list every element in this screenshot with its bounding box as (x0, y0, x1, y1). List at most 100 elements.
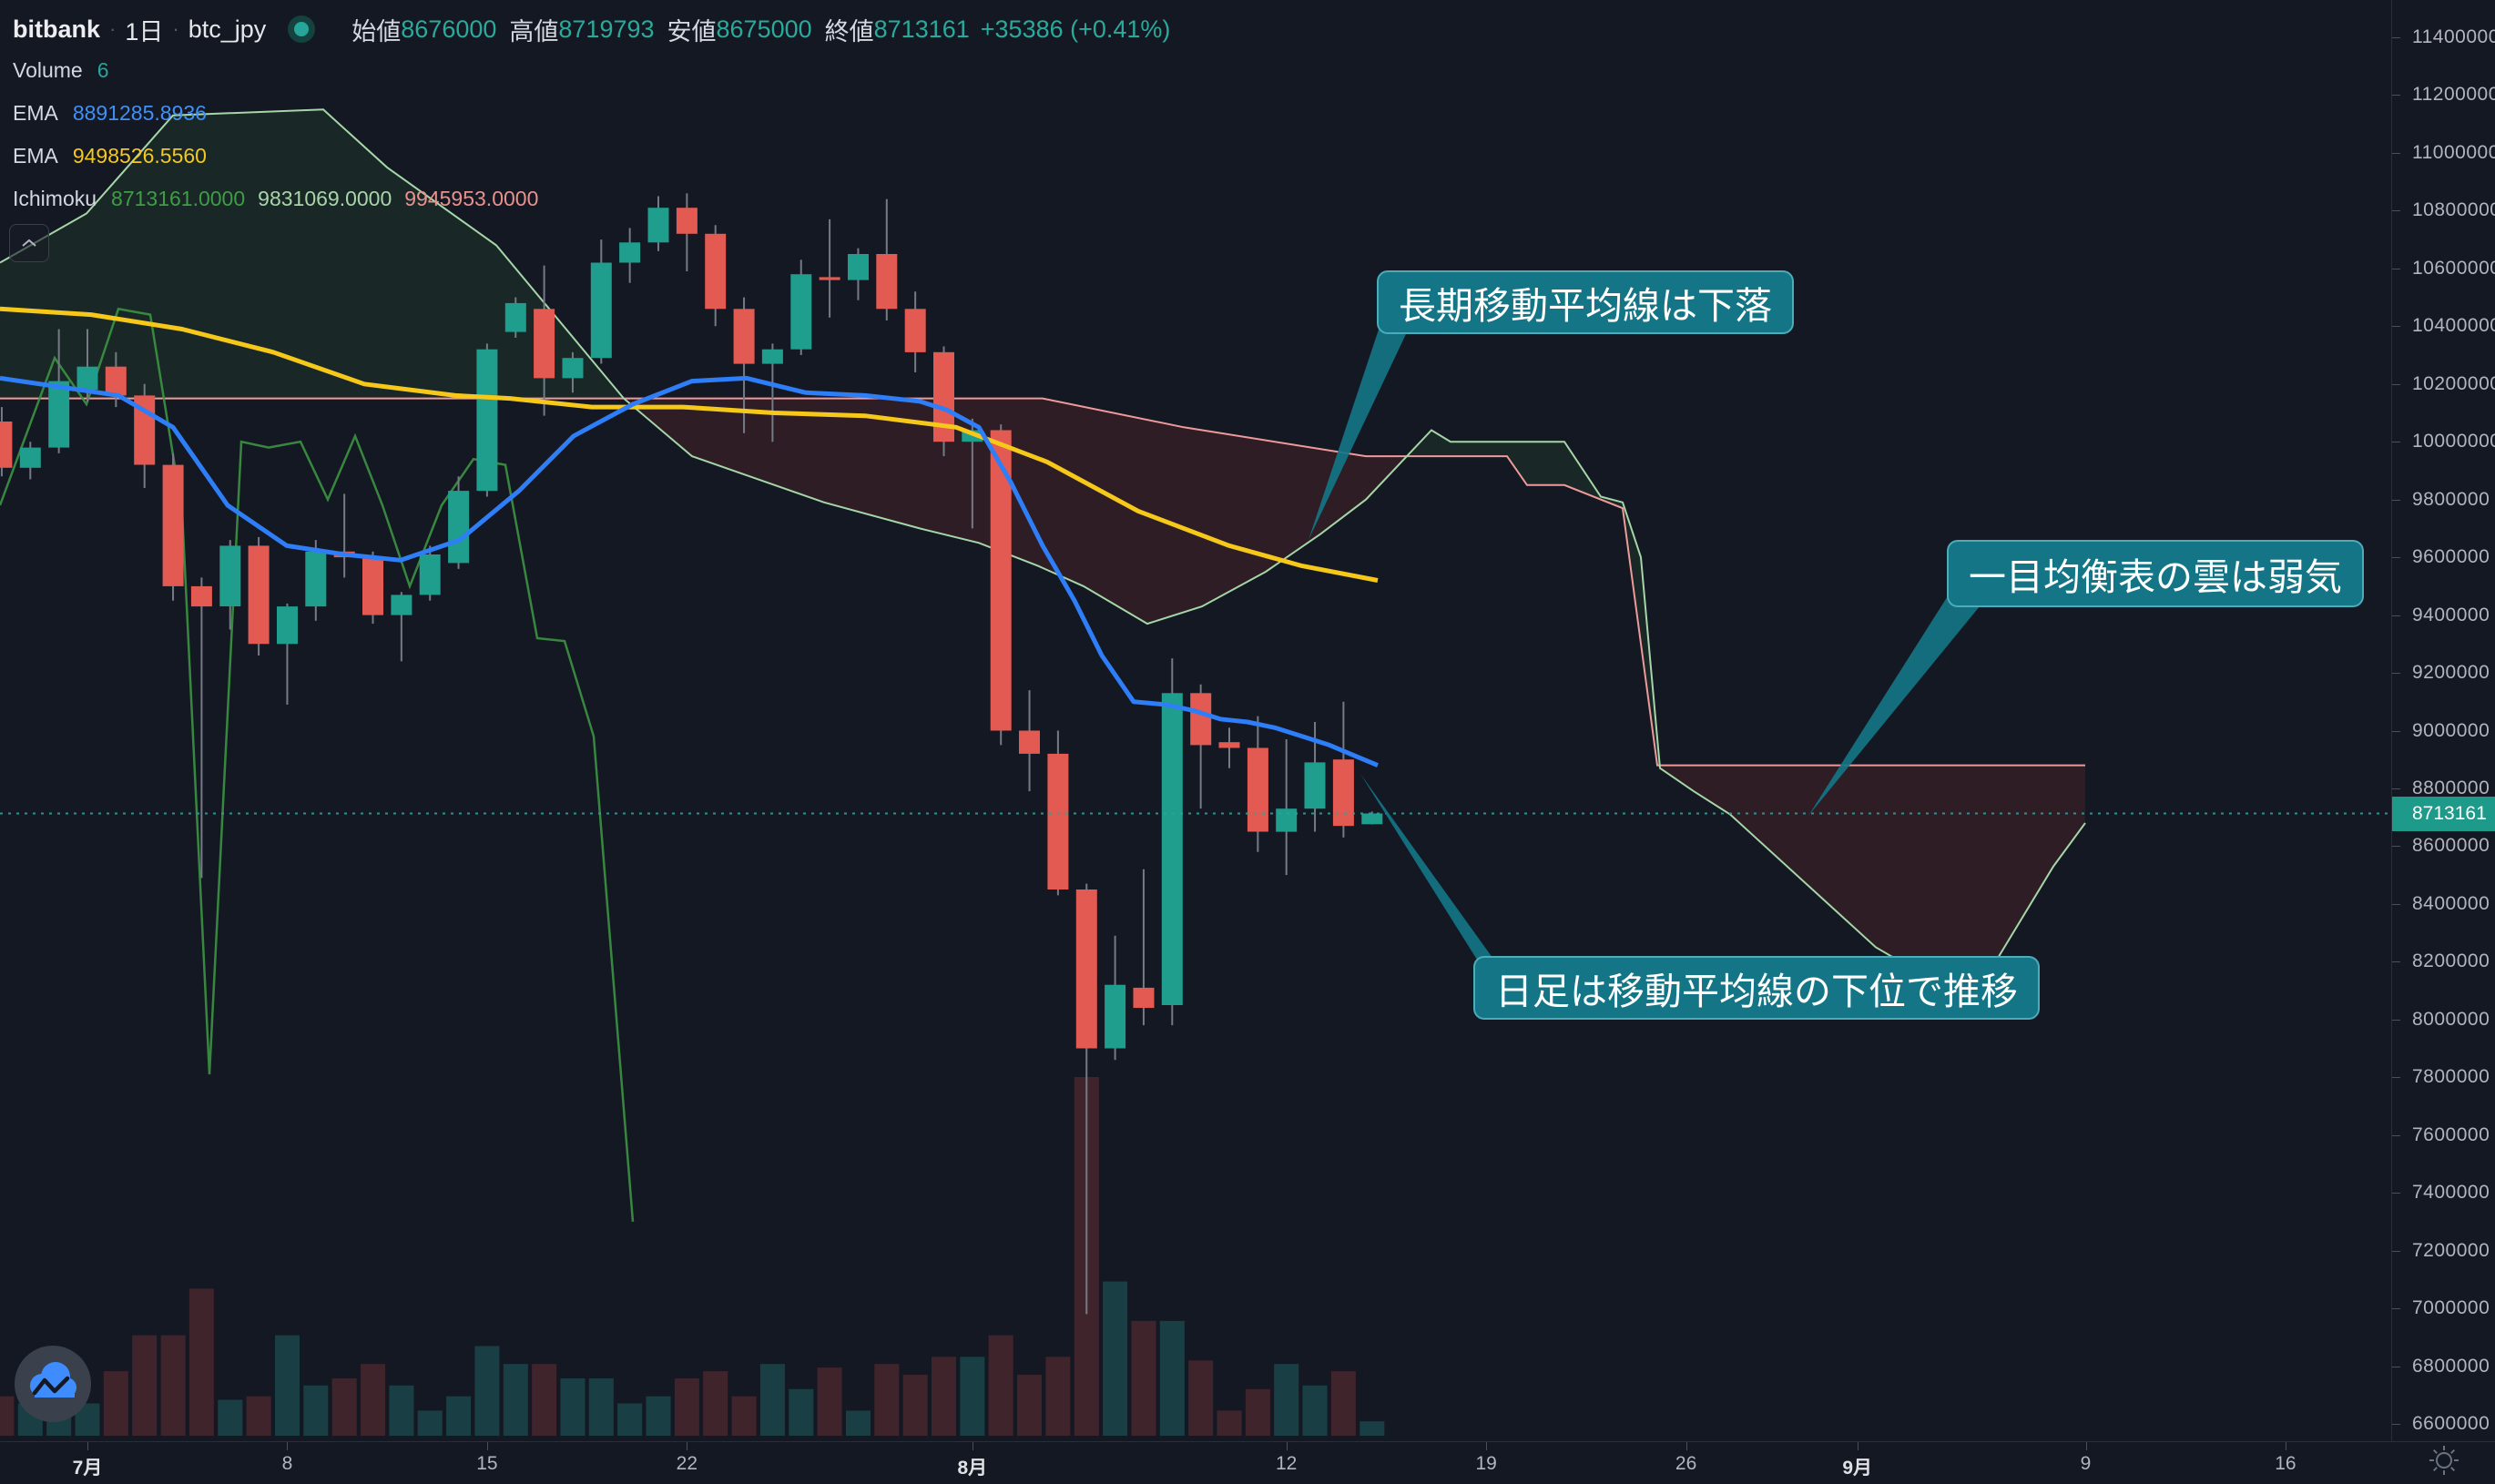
candle-body (1361, 813, 1383, 825)
time-tick (486, 1442, 488, 1450)
candle-body (904, 309, 926, 352)
time-axis[interactable]: 7月 8 15 22 8月 12 19 26 9月 9 16 (0, 1441, 2495, 1484)
volume-bar (0, 1396, 15, 1436)
candle-body (391, 595, 412, 615)
volume-bar (902, 1375, 928, 1436)
price-tick (2392, 95, 2400, 97)
volume-label[interactable]: Volume (13, 58, 83, 82)
candle-body (676, 208, 698, 234)
price-axis-label: 10400000 (2412, 315, 2495, 337)
volume-bar (1159, 1320, 1185, 1436)
price-tick (2392, 615, 2400, 616)
volume-bar (474, 1346, 500, 1436)
volume-bar (703, 1371, 728, 1436)
current-price-tag: 8713161 (2392, 796, 2495, 831)
candle-body (534, 309, 555, 379)
price-tick (2392, 1308, 2400, 1310)
annotation-bearish-cloud[interactable]: 一目均衡表の雲は弱気 (1947, 540, 2364, 607)
candle-body (1304, 762, 1326, 809)
volume-bar (275, 1335, 300, 1436)
ema-slow-indicator-row[interactable]: EMA 9498526.5560 (13, 135, 1170, 178)
time-tick (87, 1442, 88, 1450)
candle-body (790, 274, 812, 350)
volume-bar (1045, 1357, 1071, 1436)
candle-body (277, 606, 298, 645)
legend: bitbank · 1日 · btc_jpy 始値 8676000 高値 871… (13, 9, 1170, 220)
price-axis-label: 9600000 (2412, 546, 2490, 568)
candle-body (990, 430, 1012, 731)
volume-bar (674, 1378, 699, 1436)
ema-slow-line (0, 306, 1379, 583)
volume-bar (532, 1364, 557, 1436)
price-tick (2392, 557, 2400, 559)
ema-fast-label[interactable]: EMA (13, 101, 58, 125)
price-chart-canvas[interactable] (0, 0, 2391, 1441)
high-label: 高値 (509, 17, 559, 46)
annotation-tail (1808, 592, 1980, 816)
time-axis-label: 9 (2080, 1453, 2092, 1474)
annotation-text: 一目均衡表の雲は弱気 (1969, 556, 2342, 598)
price-axis-label: 7600000 (2412, 1123, 2490, 1145)
price-axis-label: 8200000 (2412, 950, 2490, 972)
candle-body (848, 254, 869, 280)
candle-body (933, 351, 954, 442)
price-tick (2392, 1077, 2400, 1079)
open-label: 始値 (351, 17, 402, 46)
candle-body (590, 262, 612, 359)
ichimoku-chikou-value: 8713161.0000 (111, 187, 246, 210)
annotation-ema-downtrend[interactable]: 長期移動平均線は下落 (1377, 270, 1794, 334)
candle-body (162, 464, 184, 586)
volume-bar (246, 1396, 271, 1436)
pair-label[interactable]: btc_jpy (188, 15, 267, 43)
price-axis-label: 7000000 (2412, 1297, 2490, 1319)
symbol-name[interactable]: bitbank (13, 15, 101, 43)
price-tick (2392, 383, 2400, 385)
symbol-row[interactable]: bitbank · 1日 · btc_jpy 始値 8676000 高値 871… (13, 9, 1170, 49)
price-tick (2392, 37, 2400, 38)
volume-indicator-row[interactable]: Volume 6 (13, 49, 1170, 92)
volume-bar (218, 1399, 243, 1436)
senkou-a-line (0, 108, 2086, 981)
ema-slow-label[interactable]: EMA (13, 144, 58, 168)
volume-bar (1360, 1421, 1385, 1436)
legend-collapse-button[interactable] (9, 224, 49, 262)
low-value: 8675000 (716, 15, 812, 43)
candle-body (733, 309, 755, 364)
price-axis-label: 9400000 (2412, 604, 2490, 625)
price-tick (2392, 673, 2400, 675)
ema-fast-line (0, 375, 1379, 767)
candle-body (248, 545, 270, 645)
volume-bar (1017, 1375, 1042, 1436)
time-axis-label: 26 (1675, 1453, 1697, 1474)
high-value: 8719793 (558, 15, 655, 43)
price-axis-label: 8000000 (2412, 1008, 2490, 1030)
price-tick (2392, 1250, 2400, 1252)
ichimoku-indicator-row[interactable]: Ichimoku 8713161.0000 9831069.0000 99459… (13, 178, 1170, 220)
time-tick (2085, 1442, 2087, 1450)
ichimoku-cloud-bearish (628, 398, 1407, 625)
candle-body (1332, 759, 1354, 827)
bitbank-logo-icon (15, 1346, 91, 1422)
annotation-below-ma[interactable]: 日足は移動平均線の下位で推移 (1473, 956, 2040, 1020)
ichimoku-label[interactable]: Ichimoku (13, 187, 97, 210)
candle-body (419, 554, 441, 595)
price-tick (2392, 1019, 2400, 1021)
interval-label[interactable]: 1日 (125, 17, 164, 46)
candle-body (1047, 753, 1069, 889)
market-status-icon[interactable] (288, 15, 316, 43)
volume-bar (1330, 1371, 1356, 1436)
price-axis[interactable]: 8713161 11400000 11200000 11000000 10800000… (2391, 0, 2495, 1441)
price-axis-label: 9000000 (2412, 719, 2490, 741)
open-value: 8676000 (401, 15, 497, 43)
ichimoku-cloud-bearish (1662, 765, 2085, 980)
time-tick (1685, 1442, 1687, 1450)
separator: · (109, 17, 117, 40)
senkou-b-line (0, 397, 2085, 767)
price-axis-label: 11200000 (2412, 84, 2495, 106)
price-tick (2392, 210, 2400, 212)
ema-fast-value: 8891285.8936 (72, 101, 207, 125)
ema-fast-indicator-row[interactable]: EMA 8891285.8936 (13, 92, 1170, 135)
price-axis-label: 9200000 (2412, 662, 2490, 684)
sun-icon[interactable] (2426, 1442, 2462, 1479)
volume-bar (817, 1367, 842, 1436)
